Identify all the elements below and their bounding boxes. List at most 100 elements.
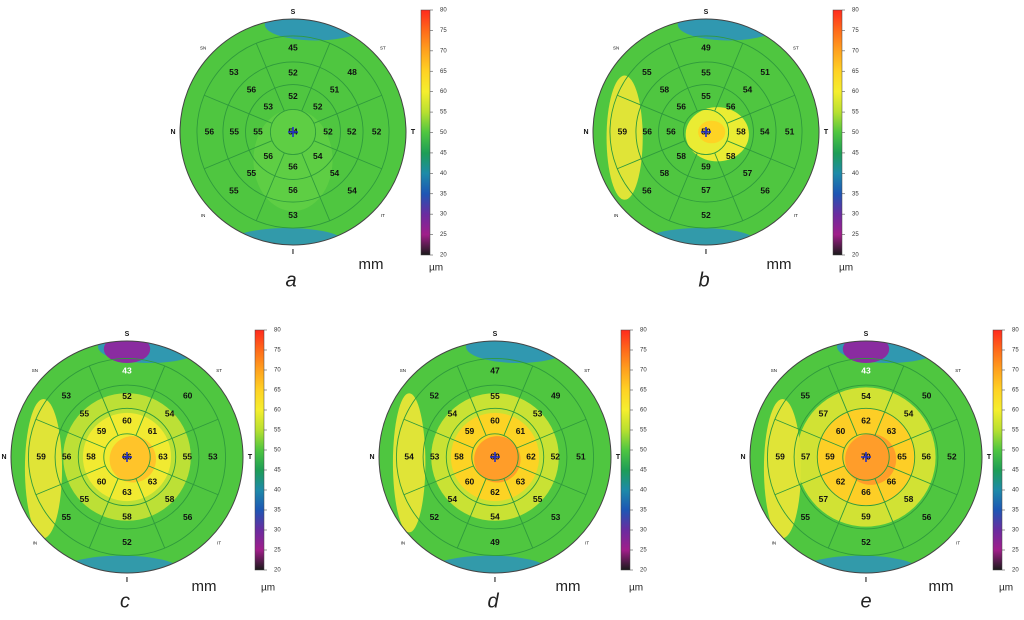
sector-value-outer: 52 xyxy=(372,126,382,136)
sector-value-outer: 53 xyxy=(208,451,218,461)
map-outline xyxy=(749,340,983,574)
colorbar-tick-label: 55 xyxy=(440,110,447,116)
edge-top-purple xyxy=(842,341,890,364)
colorbar-tick-label: 50 xyxy=(640,448,647,454)
sector-value-outer: 52 xyxy=(122,537,132,547)
grid-spoke xyxy=(874,365,905,436)
sector-value-outer: 55 xyxy=(801,512,811,522)
sector-value-middle: 56 xyxy=(62,451,72,461)
orientation-t: T xyxy=(248,454,253,461)
grid-spoke xyxy=(313,94,382,124)
map-b: 59 55 56 58 58 59 58 56 56 55 54 54 57 57 58 56 58 49 51 51… xyxy=(583,8,859,292)
sector-value-outer: 56 xyxy=(642,185,652,195)
orientation-i: I xyxy=(292,249,294,256)
grid-spoke xyxy=(887,465,958,496)
grid-spoke xyxy=(726,140,795,170)
colorbar-tick-label: 75 xyxy=(640,348,647,354)
sector-value-middle: 57 xyxy=(743,168,753,178)
map-outline xyxy=(592,18,820,246)
grid-ring xyxy=(816,407,916,507)
orientation-st: ST xyxy=(380,45,386,50)
orientation-n: N xyxy=(369,454,374,461)
unit-mm: mm xyxy=(767,256,792,273)
grid-ring xyxy=(395,357,595,557)
sector-value-inner: 56 xyxy=(676,101,686,111)
sector-value-middle: 57 xyxy=(801,451,811,461)
sector-value-outer: 45 xyxy=(288,43,298,53)
thickness-zone xyxy=(763,399,802,539)
sector-value-middle: 52 xyxy=(288,67,298,77)
colorbar xyxy=(620,329,631,571)
orientation-i: I xyxy=(705,249,707,256)
orientation-st: ST xyxy=(584,368,590,373)
colorbar-tick-label: 45 xyxy=(852,150,859,156)
grid-ring xyxy=(196,35,390,229)
sector-value-inner: 61 xyxy=(148,426,158,436)
colorbar-tick-label: 60 xyxy=(440,89,447,95)
sector-value-middle: 59 xyxy=(861,512,871,522)
thickness-zone xyxy=(606,75,643,200)
thickness-zone xyxy=(392,393,426,533)
map-c: 6660616363636058595254555858555655436053… xyxy=(1,328,281,613)
map-outline xyxy=(378,340,612,574)
sector-value-inner: 52 xyxy=(323,126,333,136)
orientation-t: T xyxy=(616,454,621,461)
grid-spoke xyxy=(204,94,273,124)
sector-value-inner: 59 xyxy=(825,451,835,461)
colorbar-tick-label: 70 xyxy=(640,368,647,374)
sector-value-outer: 56 xyxy=(922,512,932,522)
sector-value-middle: 55 xyxy=(533,494,543,504)
sector-value-middle: 55 xyxy=(80,494,90,504)
unit-mm: mm xyxy=(192,578,217,595)
colorbar-tick-label: 25 xyxy=(1012,548,1019,554)
sector-value-middle: 54 xyxy=(448,494,458,504)
sector-value-inner: 60 xyxy=(465,477,475,487)
sector-value-middle: 58 xyxy=(660,168,670,178)
sector-value-outer: 43 xyxy=(122,365,132,375)
sector-value-outer: 48 xyxy=(347,67,357,77)
grid-spoke xyxy=(516,418,587,449)
colorbar xyxy=(254,329,265,571)
orientation-s: S xyxy=(864,331,869,338)
sector-value-middle: 58 xyxy=(165,494,175,504)
colorbar-tick-label: 25 xyxy=(640,548,647,554)
orientation-i: I xyxy=(494,577,496,584)
colorbar-tick-label: 70 xyxy=(440,48,447,54)
sector-value-middle: 54 xyxy=(330,168,340,178)
colorbar-tick-label: 65 xyxy=(852,69,859,75)
sector-value-inner: 63 xyxy=(148,477,158,487)
sector-value-outer: 54 xyxy=(404,451,414,461)
orientation-s: S xyxy=(493,331,498,338)
sector-value-inner: 63 xyxy=(122,487,132,497)
sector-value-outer: 47 xyxy=(490,365,500,375)
orientation-t: T xyxy=(987,454,992,461)
sector-value-inner: 58 xyxy=(86,451,96,461)
sector-value-inner: 56 xyxy=(288,161,298,171)
orientation-sn: SN xyxy=(200,45,206,50)
edge-top-purple xyxy=(103,341,151,364)
orientation-i: I xyxy=(126,577,128,584)
grid-ring xyxy=(766,357,966,557)
sector-value-middle: 58 xyxy=(904,494,914,504)
colorbar-tick-label: 50 xyxy=(1012,448,1019,454)
grid-spoke xyxy=(714,43,744,112)
fovea-cross xyxy=(122,452,132,462)
grid-spoke xyxy=(668,152,698,221)
fovea-cross xyxy=(861,452,871,462)
sector-value-inner: 56 xyxy=(263,151,273,161)
sector-value-inner: 56 xyxy=(726,101,736,111)
grid-spoke xyxy=(827,478,858,549)
panel-label: e xyxy=(860,590,871,612)
sector-value-inner: 59 xyxy=(701,161,711,171)
sector-value-outer: 56 xyxy=(183,512,193,522)
sector-value-inner: 60 xyxy=(97,477,107,487)
colorbar-tick-label: 25 xyxy=(852,232,859,238)
colorbar-tick-label: 30 xyxy=(274,528,281,534)
grid-spoke xyxy=(255,43,285,112)
sector-value-middle: 55 xyxy=(701,67,711,77)
orientation-n: N xyxy=(170,129,175,136)
sector-value-inner: 62 xyxy=(490,487,500,497)
colorbar-tick-label: 80 xyxy=(640,328,647,334)
sector-value-middle: 54 xyxy=(165,409,175,419)
